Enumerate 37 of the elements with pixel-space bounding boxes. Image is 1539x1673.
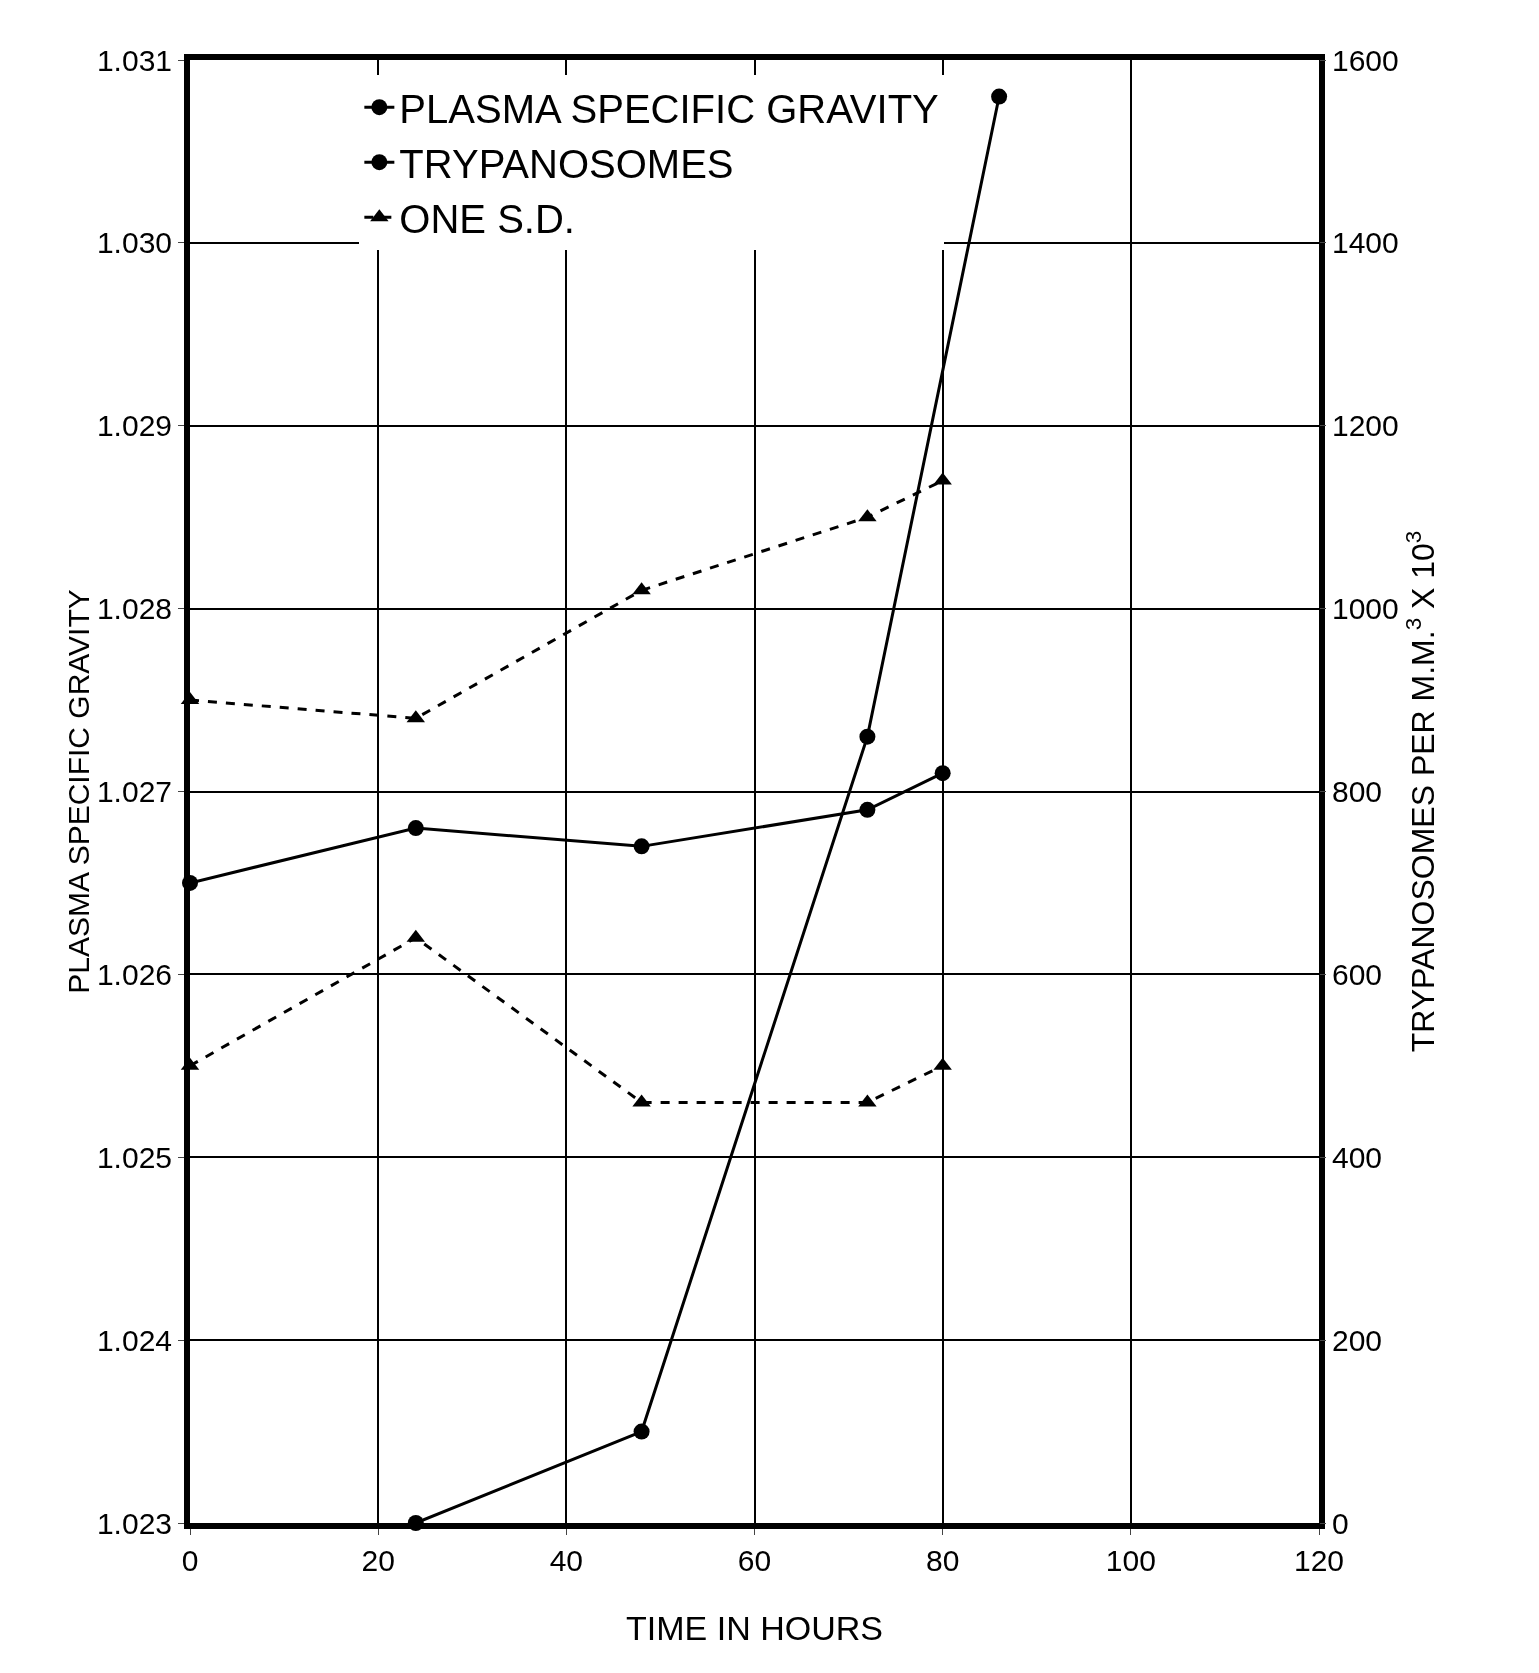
point (633, 1423, 650, 1440)
x-tick-label: 20 (361, 1544, 395, 1577)
y2-tick-label: 800 (1332, 775, 1383, 808)
y-tick-label: 1.026 (96, 957, 172, 991)
x-tick-label: 40 (549, 1544, 584, 1577)
y-tick-label: 1.030 (96, 226, 172, 260)
y2-tick-label: 400 (1332, 1140, 1383, 1174)
y2-tick-label: 1200 (1332, 409, 1399, 443)
y2-tick-label: 200 (1332, 1323, 1383, 1357)
x-tick-label: 80 (925, 1544, 960, 1577)
point (859, 801, 876, 818)
point (934, 765, 951, 782)
y-axis-title: PLASMA SPECIFIC GRAVITY (61, 589, 95, 994)
x-tick-label: 60 (737, 1544, 772, 1577)
y2-tick-label: 1600 (1332, 43, 1399, 77)
y2-tick-label: 600 (1332, 957, 1383, 991)
legend-label: PLASMA SPECIFIC GRAVITY (399, 86, 939, 131)
x-tick-label: 100 (1105, 1544, 1156, 1577)
legend-label: ONE S.D. (399, 196, 575, 241)
x-axis-title: TIME IN HOURS (626, 1609, 883, 1647)
y-tick-label: 1.024 (96, 1323, 172, 1357)
y-tick-label: 1.029 (96, 409, 172, 443)
point (407, 820, 424, 837)
y-tick-label: 1.028 (96, 592, 172, 626)
y2-tick-label: 0 (1332, 1506, 1349, 1540)
y2-tick-label: 1000 (1332, 592, 1399, 626)
y-tick-label: 1.025 (96, 1140, 172, 1174)
y-tick-label: 1.027 (96, 775, 172, 808)
point (859, 728, 876, 745)
point (991, 88, 1008, 105)
y-tick-label: 1.023 (96, 1506, 172, 1540)
x-tick-label: 120 (1293, 1544, 1345, 1577)
y2-tick-label: 1400 (1332, 226, 1399, 260)
x-tick-label: 0 (181, 1544, 199, 1577)
point (633, 838, 650, 855)
legend-label: TRYPANOSOMES (399, 141, 734, 186)
y-tick-label: 1.031 (96, 43, 172, 77)
